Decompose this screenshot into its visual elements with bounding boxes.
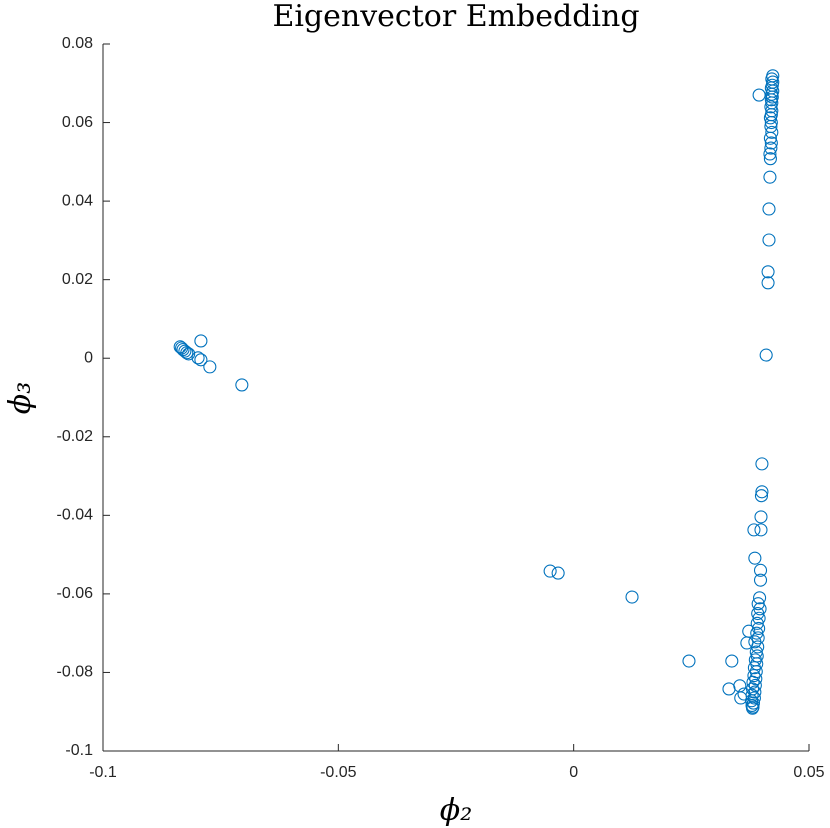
point bbox=[762, 233, 776, 247]
point bbox=[763, 111, 777, 125]
point bbox=[759, 348, 773, 362]
point bbox=[178, 344, 192, 358]
x-tick-label: 0 bbox=[569, 764, 578, 781]
point bbox=[764, 136, 778, 150]
point bbox=[182, 347, 196, 361]
y-tick-label: 0.04 bbox=[62, 192, 93, 209]
point bbox=[753, 573, 768, 587]
point bbox=[180, 346, 194, 360]
point bbox=[748, 678, 762, 692]
y-tick-label: 0.06 bbox=[62, 114, 93, 131]
point bbox=[747, 523, 761, 537]
point bbox=[754, 489, 769, 503]
point bbox=[748, 551, 762, 565]
point bbox=[754, 510, 768, 524]
x-tick-label: -0.1 bbox=[89, 764, 117, 781]
point bbox=[761, 276, 775, 290]
y-axis-label: ϕ₃ bbox=[3, 382, 38, 414]
point bbox=[625, 590, 639, 604]
y-tick-label: 0.08 bbox=[62, 35, 93, 52]
point bbox=[725, 654, 739, 668]
point bbox=[722, 682, 736, 696]
point bbox=[751, 606, 765, 621]
point bbox=[764, 141, 778, 155]
point bbox=[763, 170, 777, 184]
point bbox=[194, 334, 208, 348]
point bbox=[763, 152, 777, 166]
point bbox=[742, 624, 756, 638]
y-tick-label: 0.02 bbox=[62, 271, 93, 288]
point bbox=[682, 654, 696, 668]
point bbox=[543, 564, 557, 578]
point bbox=[764, 116, 778, 130]
point bbox=[753, 563, 768, 577]
point bbox=[755, 457, 769, 471]
point bbox=[750, 626, 764, 640]
point bbox=[752, 88, 766, 102]
point bbox=[762, 202, 776, 216]
point bbox=[734, 691, 748, 705]
point bbox=[754, 523, 768, 537]
point bbox=[551, 566, 565, 580]
point bbox=[752, 611, 766, 625]
y-tick-label: 0 bbox=[84, 349, 93, 366]
point bbox=[746, 696, 761, 710]
x-tick-label: 0.05 bbox=[793, 764, 824, 781]
point bbox=[749, 672, 763, 686]
point bbox=[763, 147, 777, 161]
y-tick-label: -0.06 bbox=[57, 585, 94, 602]
point bbox=[761, 265, 775, 279]
point bbox=[745, 701, 760, 715]
point bbox=[748, 685, 762, 699]
point bbox=[753, 591, 767, 605]
point bbox=[765, 125, 779, 139]
point bbox=[750, 616, 764, 630]
y-tick-label: -0.1 bbox=[65, 742, 93, 759]
point bbox=[763, 131, 777, 145]
y-tick-label: -0.04 bbox=[57, 507, 94, 524]
y-tick-label: -0.08 bbox=[57, 664, 94, 681]
point bbox=[755, 485, 769, 499]
chart-title: Eigenvector Embedding bbox=[272, 0, 639, 34]
point bbox=[740, 636, 754, 650]
y-tick-label: -0.02 bbox=[57, 428, 94, 445]
point bbox=[751, 640, 765, 654]
x-axis-label: ϕ₂ bbox=[440, 793, 472, 828]
point bbox=[751, 597, 765, 611]
point bbox=[746, 675, 760, 689]
point bbox=[745, 694, 759, 708]
point bbox=[194, 353, 208, 367]
x-tick-label: -0.05 bbox=[320, 764, 357, 781]
point bbox=[747, 691, 761, 705]
point bbox=[751, 631, 765, 645]
point bbox=[191, 351, 205, 365]
point bbox=[235, 378, 249, 392]
point bbox=[203, 360, 217, 374]
point bbox=[747, 669, 761, 683]
